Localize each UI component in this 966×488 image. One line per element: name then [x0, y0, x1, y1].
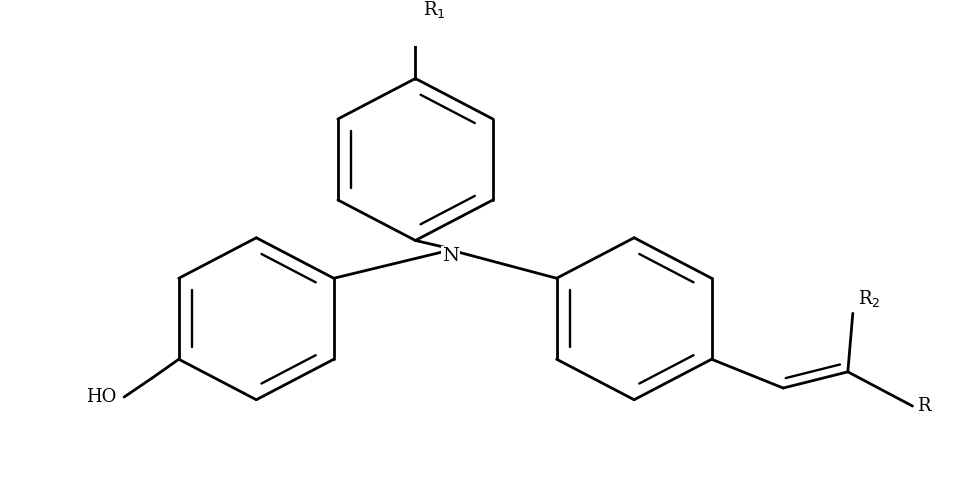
Text: HO: HO [86, 388, 116, 406]
Text: R: R [918, 397, 931, 415]
Text: N: N [441, 247, 459, 265]
Text: R$_1$: R$_1$ [423, 0, 446, 20]
Text: R$_2$: R$_2$ [858, 288, 880, 309]
